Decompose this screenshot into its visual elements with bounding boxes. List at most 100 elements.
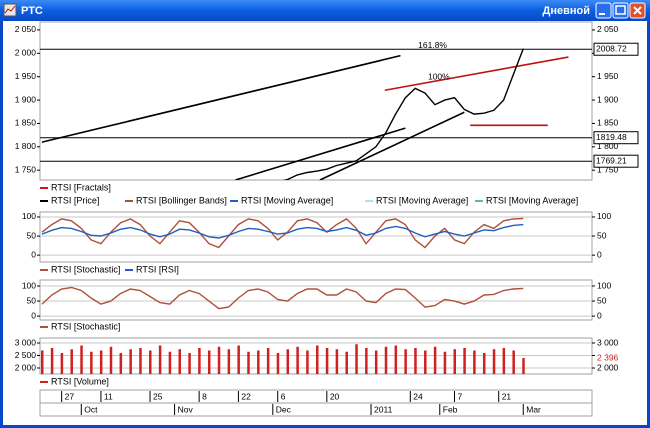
volume-bar <box>453 349 456 374</box>
volume-bar <box>424 350 427 374</box>
volume-bar <box>335 349 339 374</box>
trend-line <box>235 127 406 180</box>
volume-bar <box>109 346 113 374</box>
volume-bar <box>404 349 407 374</box>
x-tick-label: 8 <box>202 391 207 401</box>
close-button[interactable] <box>629 2 646 19</box>
x-tick-label: 27 <box>65 391 75 401</box>
panel-frame <box>39 211 593 263</box>
level-box <box>593 42 639 56</box>
y-tick-label: 50 <box>27 295 37 305</box>
volume-bar <box>355 344 358 374</box>
volume-bar <box>139 348 142 374</box>
y-tick-label: 2 000 <box>15 48 37 58</box>
legend-label: RTSI [RSI] <box>136 264 179 274</box>
volume-bar <box>325 348 329 374</box>
y-tick-label: 1 950 <box>597 71 619 81</box>
y-tick-label: 2 050 <box>597 24 619 34</box>
y-tick-label: 100 <box>597 211 611 221</box>
legend-label: RTSI [Moving Average] <box>376 195 468 205</box>
level-box <box>593 154 639 168</box>
current-value: 2 396 <box>597 352 619 362</box>
y-tick-label: 2 000 <box>15 362 37 372</box>
trend-line <box>319 111 465 180</box>
panel-plot <box>40 285 592 317</box>
volume-bar <box>129 349 132 374</box>
y-tick-label: 1 800 <box>597 141 619 151</box>
maximize-button[interactable] <box>612 2 629 19</box>
volume-bar <box>99 350 103 374</box>
volume-bar <box>394 345 398 374</box>
volume-bar <box>414 348 417 374</box>
volume-bar <box>70 349 73 374</box>
trend-line <box>384 56 569 92</box>
y-tick-label: 3 000 <box>15 337 37 347</box>
volume-bar <box>41 350 44 374</box>
y-tick-label: 2 050 <box>15 24 37 34</box>
volume-bar <box>296 346 299 374</box>
volume-bar <box>276 353 280 374</box>
volume-bar <box>217 346 221 374</box>
x-tick-label: 25 <box>153 391 163 401</box>
y-tick-label: 1 750 <box>597 164 619 174</box>
annotation: 161.8% <box>418 40 447 50</box>
legend-label: RTSI [Stochastic] <box>51 321 120 331</box>
volume-bar <box>247 351 250 374</box>
volume-bar <box>149 350 152 374</box>
volume-bar <box>119 353 123 374</box>
y-tick-label: 1 850 <box>597 118 619 128</box>
volume-bar <box>257 350 260 374</box>
volume-bar <box>306 350 309 374</box>
x-tick-label: Nov <box>178 404 194 414</box>
legend-label: RTSI [Moving Average] <box>241 195 333 205</box>
volume-bar <box>80 345 83 374</box>
y-tick-label: 100 <box>597 280 611 290</box>
y-tick-label: 1 900 <box>15 94 37 104</box>
annotation: 100% <box>428 71 450 81</box>
volume-bar <box>473 350 476 374</box>
volume-bar <box>266 348 270 374</box>
legend-label: RTSI [Fractals] <box>51 182 111 192</box>
legend-label: RTSI [Price] <box>51 195 99 205</box>
level-label: 2008.72 <box>596 43 627 53</box>
volume-bar <box>90 351 93 374</box>
x-tick-label: Feb <box>443 404 458 414</box>
y-tick-label: 0 <box>31 249 36 259</box>
volume-bar <box>345 351 348 374</box>
volume-bar <box>384 346 388 374</box>
minimize-button[interactable] <box>595 2 612 19</box>
volume-bar <box>178 349 181 374</box>
y-tick-label: 0 <box>31 310 36 320</box>
volume-bar <box>365 348 368 374</box>
timeframe: Дневной <box>543 5 591 17</box>
y-tick-label: 1 800 <box>15 141 37 151</box>
y-tick-label: 1 950 <box>15 71 37 81</box>
level-box <box>593 131 639 145</box>
y-tick-label: 3 000 <box>597 337 619 347</box>
x-tick-label: 7 <box>458 391 463 401</box>
volume-bar <box>158 345 162 374</box>
panel-plot <box>40 342 592 374</box>
volume-bar <box>237 345 240 374</box>
volume-bar <box>207 350 211 374</box>
volume-bar <box>502 348 506 374</box>
volume-bar <box>188 353 191 374</box>
level-label: 1769.21 <box>596 155 627 165</box>
volume-bar <box>522 358 525 374</box>
volume-bar <box>374 350 378 374</box>
y-tick-label: 1 750 <box>15 164 37 174</box>
y-tick-label: 0 <box>597 249 602 259</box>
y-tick-label: 2 500 <box>15 350 37 360</box>
y-tick-label: 50 <box>597 230 607 240</box>
panel-plot <box>40 48 592 180</box>
y-tick-label: 1 900 <box>597 94 619 104</box>
volume-bar <box>463 348 466 374</box>
panel-frame <box>39 279 593 321</box>
x-tick-label: 11 <box>104 391 113 401</box>
volume-bar <box>198 348 201 374</box>
series-line <box>41 223 524 239</box>
x-tick-label: 20 <box>330 391 340 401</box>
app-icon-glyph <box>4 5 16 14</box>
x-tick-label: Oct <box>84 404 98 414</box>
